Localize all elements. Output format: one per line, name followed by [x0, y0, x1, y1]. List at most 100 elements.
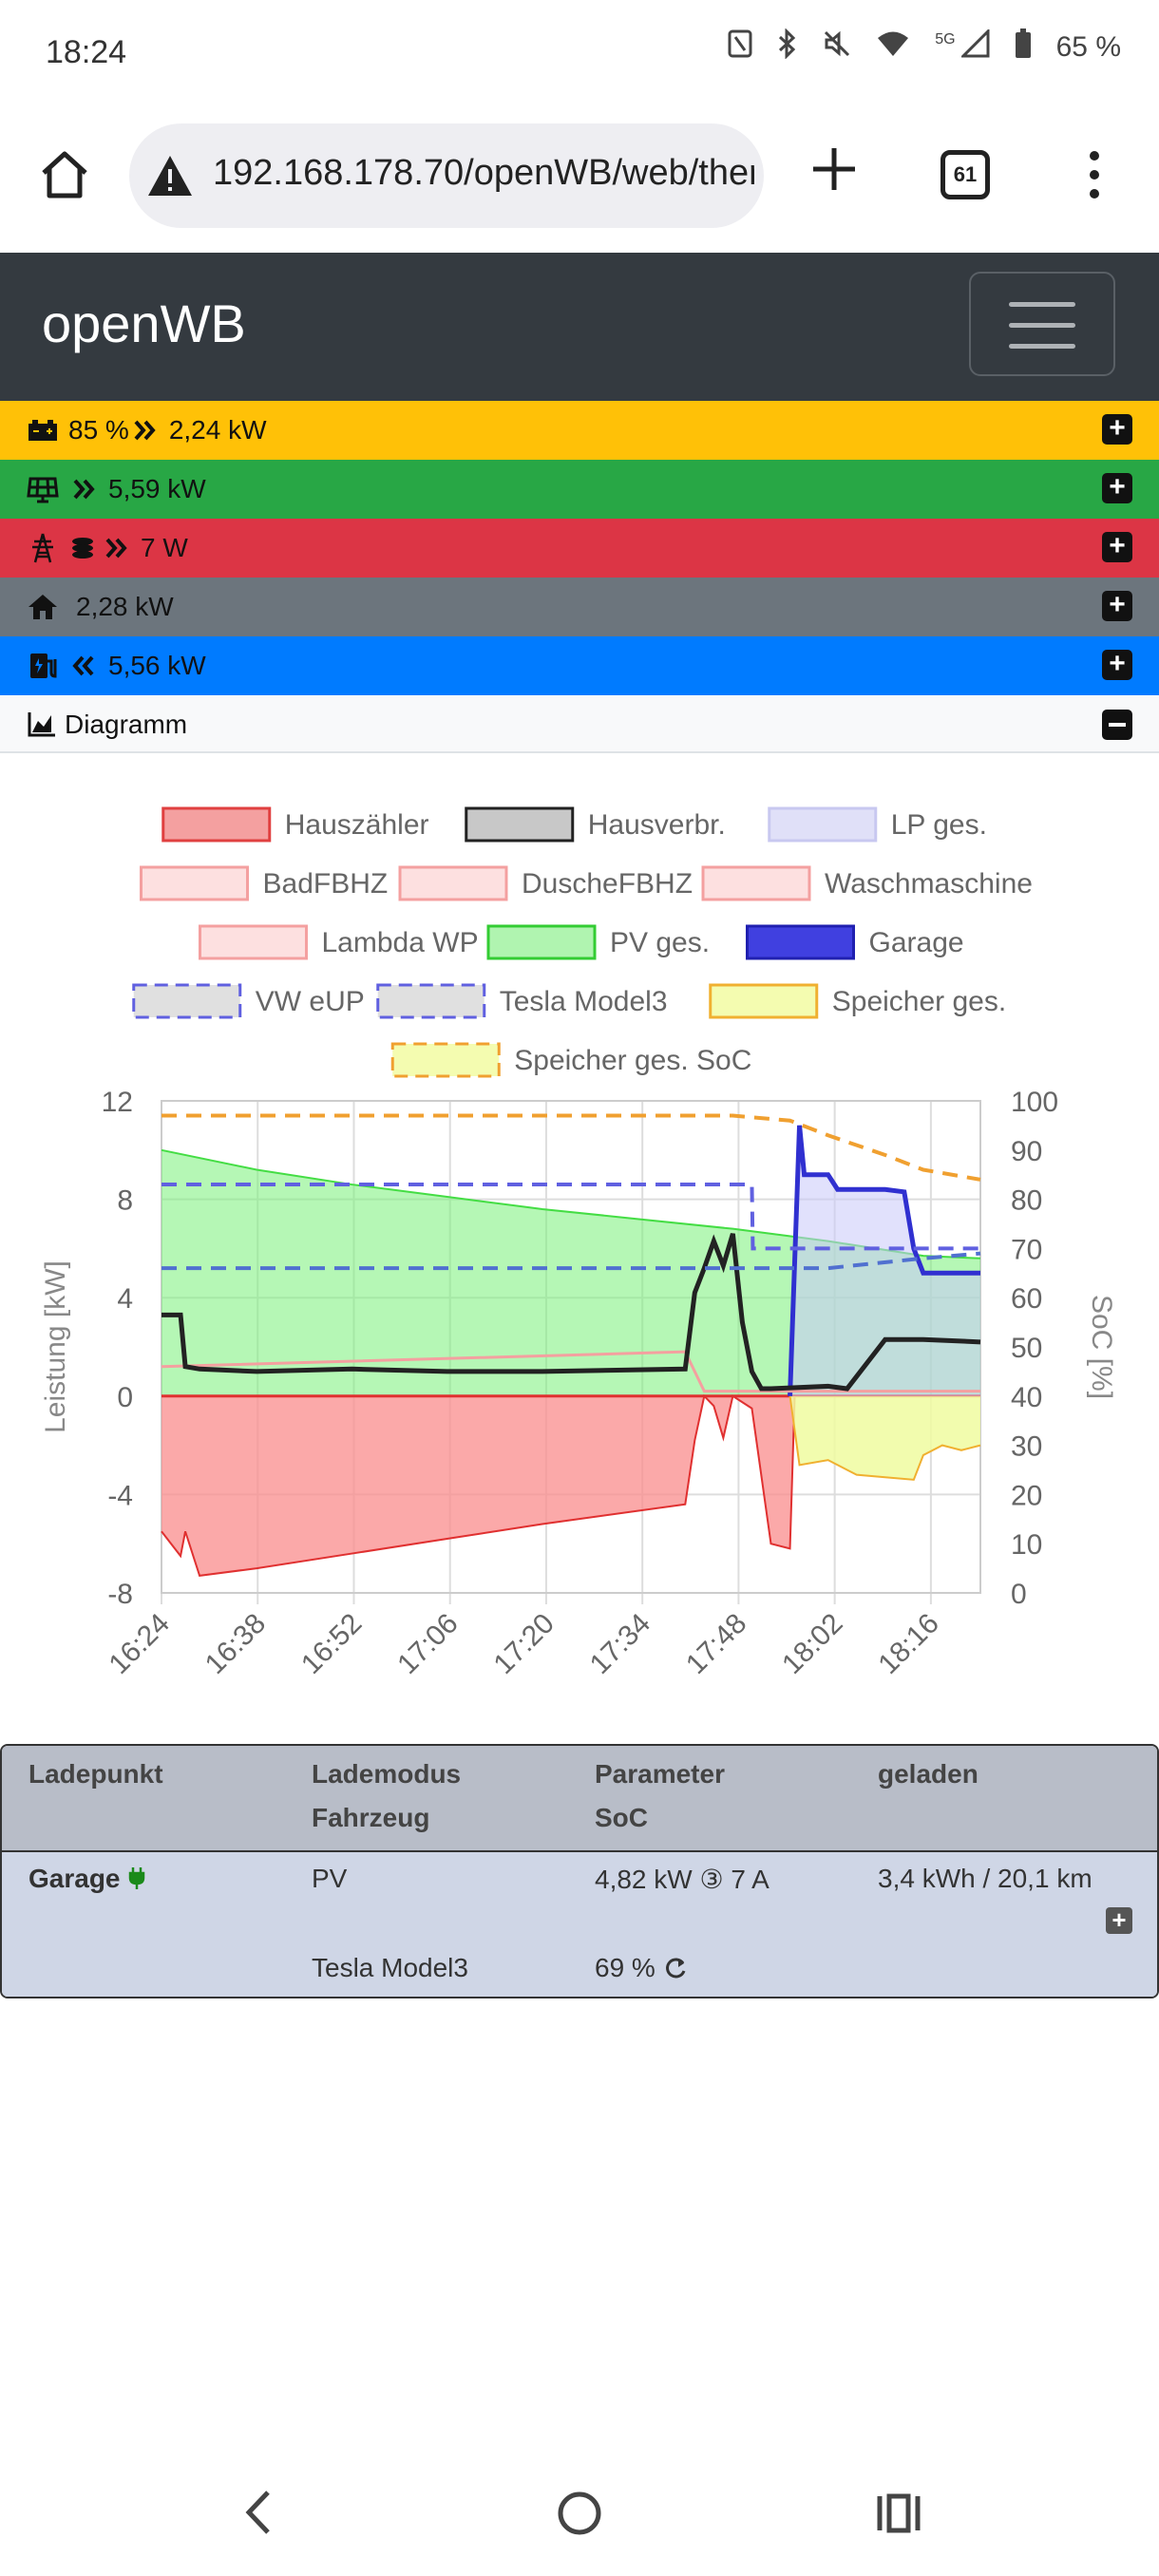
y2-axis-label: SoC [%] — [1086, 1295, 1117, 1399]
speicher-line — [788, 1395, 981, 1481]
refresh-icon[interactable] — [663, 1956, 688, 1980]
expand-icon[interactable]: + — [1102, 532, 1132, 562]
legend-swatch — [390, 1042, 501, 1078]
hamburger-line — [1009, 344, 1075, 349]
garage-line — [788, 1125, 980, 1396]
x-tick-label: 18:02 — [776, 1608, 848, 1680]
pv-power: 5,59 kW — [108, 474, 206, 503]
wifi-icon — [876, 29, 910, 66]
android-status-bar: 18:24 5G 65 % — [0, 0, 1159, 104]
legend-swatch — [465, 806, 575, 843]
legend-swatch — [709, 983, 819, 1019]
legend-item: Hauszähler — [162, 806, 429, 843]
double-chevron-left-icon — [72, 655, 94, 676]
legend-label: Garage — [869, 927, 964, 958]
diagram-header[interactable]: Diagramm — [0, 696, 1159, 753]
network-label: 5G — [935, 31, 956, 47]
fahrzeug-value: Tesla Model3 — [312, 1953, 468, 1982]
hauszaehler-line — [161, 1393, 980, 1577]
soc-label: 69 % — [595, 1953, 656, 1982]
hausverbrauch-line — [162, 1233, 981, 1392]
battery-status-icon — [1015, 28, 1032, 66]
ladepunkt-label: Garage — [28, 1864, 121, 1893]
legend-item: Lambda WP — [199, 924, 479, 960]
legend-swatch — [199, 924, 308, 960]
battery-summary-bar[interactable]: 85 % 2,24 kW + — [0, 401, 1159, 460]
legend-item: Speicher ges. — [709, 983, 1006, 1019]
legend-swatch — [486, 924, 597, 960]
plug-icon — [129, 1867, 145, 1889]
browser-menu-button[interactable] — [1083, 146, 1106, 203]
collapse-icon[interactable] — [1102, 710, 1132, 740]
expand-icon[interactable]: + — [1102, 473, 1132, 503]
solar-panel-icon — [27, 477, 59, 503]
legend-item: Hausverbr. — [465, 806, 726, 843]
legend-swatch — [701, 865, 811, 901]
grid-summary-bar[interactable]: 7 W + — [0, 519, 1159, 578]
header-soc: SoC — [595, 1803, 648, 1832]
battery-power: 2,24 kW — [168, 415, 267, 445]
y-tick-label: -4 — [107, 1480, 133, 1511]
y2-tick-label: 90 — [1011, 1136, 1042, 1167]
y2-tick-label: 70 — [1011, 1234, 1042, 1265]
x-tick-label: 18:16 — [872, 1608, 944, 1680]
back-icon[interactable] — [241, 2489, 276, 2536]
app-navbar: openWB — [0, 253, 1159, 401]
new-tab-button[interactable] — [808, 142, 861, 196]
y2-tick-label: 20 — [1011, 1480, 1042, 1511]
hamburger-line — [1009, 302, 1075, 307]
expand-icon[interactable]: + — [1106, 1907, 1132, 1934]
charging-summary-bar[interactable]: 5,56 kW + — [0, 636, 1159, 695]
tab-switcher-button[interactable]: 61 — [940, 150, 990, 199]
signal-icon — [959, 28, 990, 66]
x-tick-label: 16:24 — [104, 1608, 176, 1680]
legend-label: DuscheFBHZ — [522, 868, 693, 900]
legend-label: Speicher ges. SoC — [514, 1045, 751, 1076]
x-tick-label: 17:20 — [487, 1608, 560, 1680]
recents-icon[interactable] — [876, 2492, 922, 2534]
expand-icon[interactable]: + — [1102, 414, 1132, 445]
legend-label: BadFBHZ — [263, 868, 389, 900]
y-tick-label: 12 — [102, 1087, 133, 1118]
speicher-area — [789, 1395, 980, 1480]
home-icon — [42, 151, 87, 199]
header-geladen: geladen — [878, 1759, 978, 1789]
plus-icon — [813, 148, 855, 190]
legend-item: VW eUP — [132, 983, 365, 1019]
home-circle-icon[interactable] — [557, 2491, 602, 2536]
app-brand[interactable]: openWB — [42, 294, 246, 353]
legend-item: LP ges. — [768, 806, 987, 843]
legend-item: Garage — [746, 924, 964, 960]
expand-icon[interactable]: + — [1102, 591, 1132, 621]
legend-label: Hausverbr. — [588, 809, 726, 841]
home-icon — [28, 595, 57, 619]
charging-power: 5,56 kW — [108, 651, 206, 680]
navbar-toggler-button[interactable] — [969, 272, 1115, 376]
legend-item: BadFBHZ — [140, 865, 389, 901]
grid-tower-icon — [32, 533, 53, 563]
legend-label: VW eUP — [256, 986, 365, 1017]
y2-tick-label: 60 — [1011, 1283, 1042, 1315]
legend-label: Hauszähler — [285, 809, 429, 841]
browser-home-button[interactable] — [36, 146, 93, 203]
legend-item: DuscheFBHZ — [398, 865, 693, 901]
expand-icon[interactable]: + — [1102, 650, 1132, 680]
legend-swatch — [132, 983, 242, 1019]
y-tick-label: -8 — [107, 1579, 133, 1610]
table-row[interactable]: Garage PV 4,82 kW ③ 7 A 3,4 kWh / 20,1 k… — [2, 1850, 1157, 1997]
legend-swatch — [376, 983, 486, 1019]
charging-point-table: Ladepunkt Lademodus Fahrzeug Parameter S… — [0, 1744, 1159, 1998]
header-ladepunkt: Ladepunkt — [28, 1759, 163, 1789]
grid-power: 7 W — [141, 533, 188, 562]
house-summary-bar[interactable]: 2,28 kW + — [0, 578, 1159, 636]
address-bar[interactable]: 192.168.178.70/openWB/web/ther — [129, 123, 764, 228]
legend-label: Speicher ges. — [832, 986, 1006, 1017]
header-fahrzeug: Fahrzeug — [312, 1803, 430, 1832]
bluetooth-icon — [777, 28, 798, 66]
lambda-line — [161, 1350, 980, 1393]
y2-tick-label: 100 — [1011, 1087, 1058, 1118]
pv-summary-bar[interactable]: 5,59 kW + — [0, 460, 1159, 519]
legend-label: Lambda WP — [322, 927, 479, 958]
x-tick-label: 17:34 — [584, 1608, 656, 1680]
y2-tick-label: 30 — [1011, 1431, 1042, 1463]
